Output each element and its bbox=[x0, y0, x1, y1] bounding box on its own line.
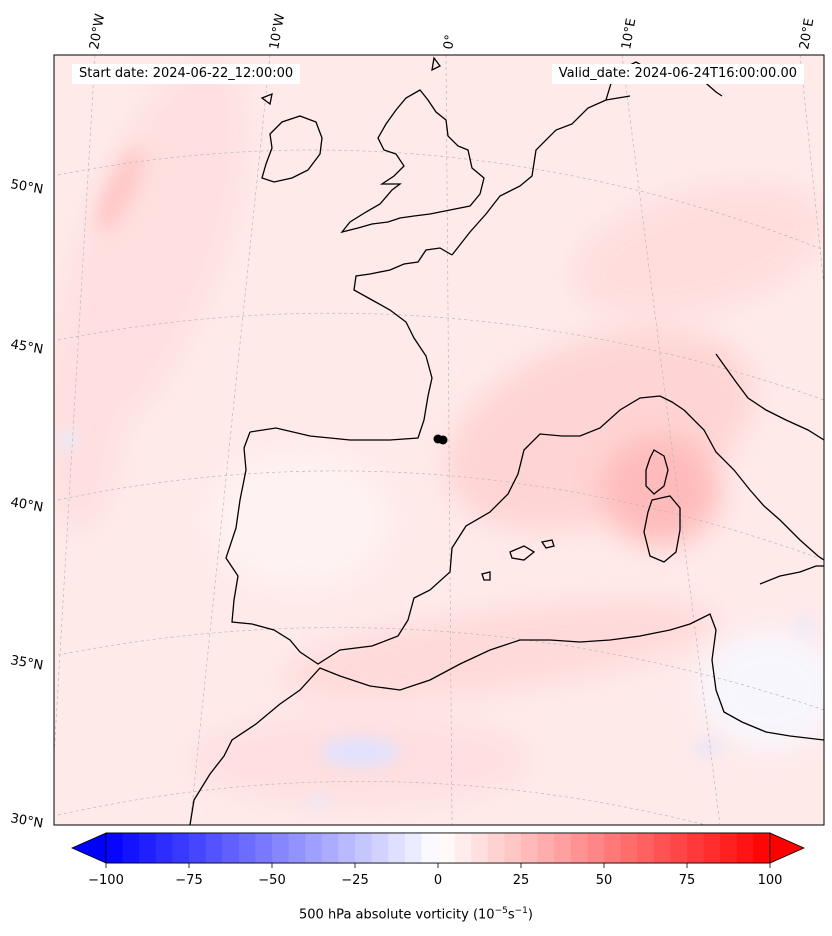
colorbar-step bbox=[222, 833, 240, 863]
colorbar-step bbox=[504, 833, 522, 863]
colorbar-step bbox=[753, 833, 771, 863]
colorbar-label-prefix: 500 hPa absolute vorticity (10 bbox=[299, 907, 495, 923]
colorbar-step bbox=[637, 833, 655, 863]
coast-scottish-islands bbox=[260, 56, 441, 106]
colorbar-step bbox=[122, 833, 140, 863]
colorbar-step bbox=[139, 833, 157, 863]
lon-label-4: 20°E bbox=[797, 17, 817, 50]
lon-label-0: 20°W bbox=[87, 13, 108, 51]
coastlines bbox=[189, 56, 824, 825]
valid-date-label: Valid_date: 2024-06-24T16:00:00.00 bbox=[551, 64, 804, 84]
coast-ireland bbox=[261, 115, 323, 183]
lat-label-2: 40°N bbox=[9, 495, 44, 515]
colorbar-step bbox=[487, 833, 505, 863]
colorbar-step bbox=[587, 833, 605, 863]
coast-great-britain bbox=[340, 89, 485, 234]
lat-label-0: 50°N bbox=[9, 177, 44, 197]
colorbar-step bbox=[288, 833, 306, 863]
colorbar: −100 −75 −50 −25 0 25 50 75 100 bbox=[71, 832, 805, 888]
colorbar-step bbox=[238, 833, 256, 863]
colorbar-step bbox=[205, 833, 223, 863]
lat-label-3: 35°N bbox=[9, 653, 44, 673]
lat-label-4: 30°N bbox=[9, 811, 44, 831]
lat-label-1: 45°N bbox=[9, 337, 44, 357]
colorbar-tick-label: 100 bbox=[758, 873, 783, 888]
colorbar-tick-label: 75 bbox=[679, 873, 696, 888]
colorbar-step bbox=[720, 833, 738, 863]
colorbar-step bbox=[653, 833, 671, 863]
start-date-label: Start date: 2024-06-22_12:00:00 bbox=[72, 64, 301, 84]
colorbar-label-exp2: −1 bbox=[514, 906, 528, 916]
colorbar-step bbox=[172, 833, 190, 863]
coast-italy bbox=[683, 353, 824, 561]
colorbar-step bbox=[388, 833, 406, 863]
colorbar-step bbox=[471, 833, 489, 863]
colorbar-step bbox=[570, 833, 588, 863]
colorbar-step bbox=[421, 833, 439, 863]
colorbar-step bbox=[537, 833, 555, 863]
colorbar-tick-label: −50 bbox=[258, 873, 285, 888]
coast-iberia bbox=[225, 395, 685, 665]
colorbar-step bbox=[338, 833, 356, 863]
colorbar-ticks: −100 −75 −50 −25 0 25 50 75 100 bbox=[88, 863, 782, 888]
colorbar-step bbox=[554, 833, 572, 863]
longitude-labels: 20°W 10°W 0° 10°E 20°E bbox=[87, 13, 817, 51]
colorbar-step bbox=[687, 833, 705, 863]
colorbar-label: 500 hPa absolute vorticity (10−5s−1) bbox=[0, 906, 832, 922]
colorbar-tick-label: 25 bbox=[513, 873, 530, 888]
coast-sicily bbox=[759, 565, 824, 585]
colorbar-step bbox=[703, 833, 721, 863]
coast-balearic-islands bbox=[481, 539, 555, 581]
map-frame bbox=[53, 54, 825, 826]
colorbar-step bbox=[438, 833, 456, 863]
colorbar-label-mid: s bbox=[507, 907, 515, 923]
colorbar-tick-label: −25 bbox=[341, 873, 368, 888]
colorbar-step bbox=[355, 833, 373, 863]
colorbar-tick-label: 50 bbox=[596, 873, 613, 888]
colorbar-tick-label: −75 bbox=[175, 873, 202, 888]
colorbar-step bbox=[604, 833, 622, 863]
colorbar-step bbox=[371, 833, 389, 863]
colorbar-step bbox=[521, 833, 539, 863]
vorticity-field bbox=[54, 55, 824, 825]
lon-label-1: 10°W bbox=[267, 13, 288, 51]
colorbar-step bbox=[272, 833, 290, 863]
colorbar-step bbox=[255, 833, 273, 863]
lon-label-3: 10°E bbox=[619, 17, 639, 50]
colorbar-steps bbox=[105, 832, 771, 864]
colorbar-step bbox=[106, 833, 124, 863]
colorbar-step bbox=[321, 833, 339, 863]
colorbar-step bbox=[155, 833, 173, 863]
colorbar-label-suffix: ) bbox=[527, 907, 533, 923]
colorbar-label-exp1: −5 bbox=[494, 906, 508, 916]
coast-north-africa bbox=[189, 613, 824, 825]
latitude-labels: 50°N 45°N 40°N 35°N 30°N bbox=[9, 177, 44, 831]
colorbar-extend-low bbox=[71, 832, 107, 864]
coast-corsica bbox=[645, 449, 669, 495]
location-marker bbox=[433, 434, 448, 445]
colorbar-step bbox=[620, 833, 638, 863]
colorbar-step bbox=[305, 833, 323, 863]
colorbar-step bbox=[404, 833, 422, 863]
colorbar-tick-label: −100 bbox=[88, 873, 124, 888]
colorbar-step bbox=[454, 833, 472, 863]
colorbar-step bbox=[736, 833, 754, 863]
colorbar-step bbox=[670, 833, 688, 863]
lon-label-2: 0° bbox=[441, 34, 458, 51]
coast-benelux bbox=[451, 95, 631, 256]
colorbar-extend-high bbox=[769, 832, 805, 864]
colorbar-step bbox=[189, 833, 207, 863]
colorbar-tick-label: 0 bbox=[434, 873, 442, 888]
coast-sardinia bbox=[643, 495, 681, 563]
coast-france-north bbox=[249, 247, 453, 441]
